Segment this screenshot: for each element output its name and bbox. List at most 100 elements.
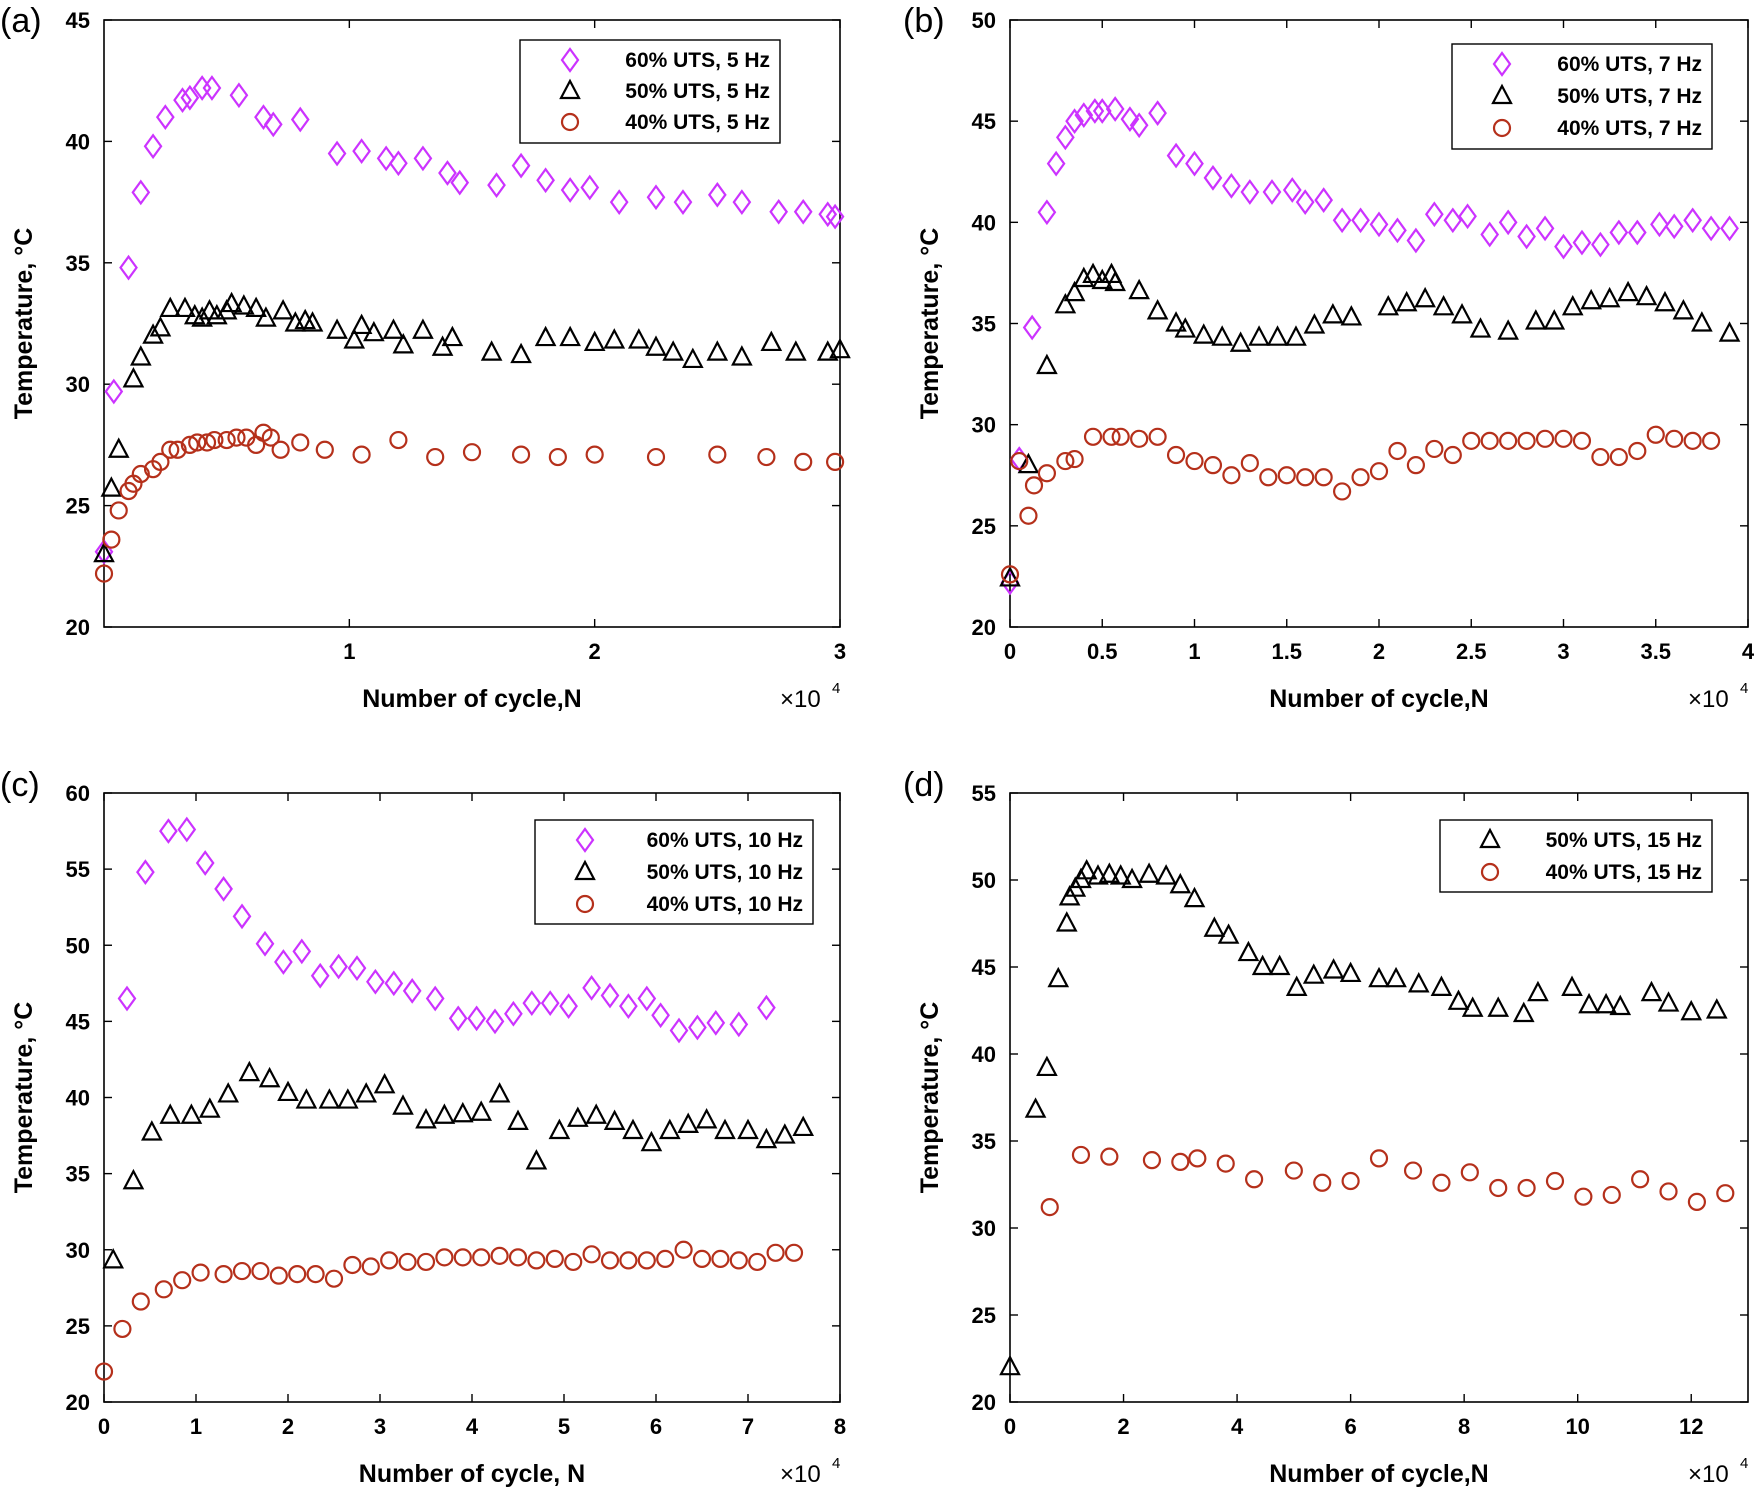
legend-box [1439,819,1713,893]
data-point [1499,431,1518,450]
data-point [1665,429,1684,448]
data-point [398,1252,417,1272]
data-point [677,1112,700,1134]
legend-marker [1491,83,1513,105]
data-point [766,1243,785,1262]
data-point [1480,431,1499,450]
data-point [1295,189,1315,215]
data-point [1183,886,1206,908]
data-point [784,1243,804,1262]
data-point [1046,150,1066,177]
data-point [1640,980,1663,1002]
data-point [435,1248,454,1267]
data-point [269,1266,288,1285]
data-point [1102,427,1121,446]
data-point [453,1248,472,1267]
data-point [198,1097,221,1118]
data-point [681,347,704,369]
data-point [426,447,445,467]
data-point [1036,353,1058,375]
data-point [451,1101,474,1123]
data-point [1572,229,1592,256]
data-point [472,1248,491,1267]
data-point [1628,441,1647,461]
data-point [1266,325,1289,346]
data-point [1065,449,1084,469]
y-tick-label: 40 [972,210,996,235]
series-triangle [93,291,851,563]
data-point [1010,451,1029,471]
data-point [1424,201,1444,228]
data-point [1074,102,1094,128]
y-tick-label: 35 [972,1129,996,1154]
data-point [195,850,215,876]
data-point [1572,431,1592,450]
x-tick-label: 4 [1231,1414,1244,1439]
data-point [217,430,236,450]
data-point [748,1252,767,1272]
y-tick-label: 45 [66,8,90,33]
data-point [274,949,293,975]
x-tick-label: 0 [1004,639,1016,664]
x-tick-label: 12 [1679,1414,1703,1439]
y-tick-label: 35 [66,1162,90,1187]
data-point [131,1292,150,1311]
data-point [711,1249,730,1268]
data-point [1369,462,1389,481]
data-point [1527,980,1549,1002]
data-point [1545,1171,1565,1191]
series-diamond [117,816,776,1044]
data-point [582,1245,601,1264]
data-point [1087,864,1109,885]
data-point [656,1249,675,1268]
data-point [583,330,606,352]
data-point [1480,221,1500,248]
data-point [1085,98,1105,124]
legend-entry: 40% UTS, 15 Hz [1546,861,1702,884]
x-multiplier-exponent: 4 [832,1455,840,1472]
data-point [392,1094,414,1115]
data-point [1203,164,1223,191]
data-point [511,152,531,179]
data-point [292,938,312,965]
data-point [1111,427,1130,446]
data-point [261,428,280,447]
data-point [1654,290,1676,312]
data-point [271,440,290,459]
data-point [731,345,753,366]
data-point [355,1082,378,1103]
data-point [692,1249,712,1268]
data-point [129,345,152,366]
data-point [609,189,629,215]
data-point [206,303,228,325]
data-point [1284,1161,1303,1180]
data-point [343,1255,362,1275]
data-point [1285,975,1308,996]
data-point [1617,280,1639,302]
data-point [646,184,666,211]
data-point [662,340,685,361]
data-point [1469,317,1492,338]
data-point [1166,445,1186,465]
data-point [1395,290,1418,312]
series-triangle [999,858,1728,1376]
data-point [1602,1185,1621,1205]
panel-label: (c) [0,766,40,804]
x-tick-label: 3 [834,639,846,664]
data-point [1148,427,1167,446]
data-point [757,994,776,1021]
data-point [816,340,839,361]
x-tick-label: 8 [834,1414,846,1439]
data-point [1443,445,1462,465]
data-point [1017,452,1040,474]
data-point [1171,1152,1190,1171]
data-point [1055,124,1075,151]
data-point [1174,317,1197,338]
x-tick-label: 3.5 [1640,639,1671,664]
x-axis-label: Number of cycle,N [1269,1460,1489,1488]
data-point [1461,996,1484,1017]
data-point [113,1319,132,1339]
y-tick-label: 50 [972,8,996,33]
data-point [1388,217,1407,244]
data-point [402,978,422,1004]
